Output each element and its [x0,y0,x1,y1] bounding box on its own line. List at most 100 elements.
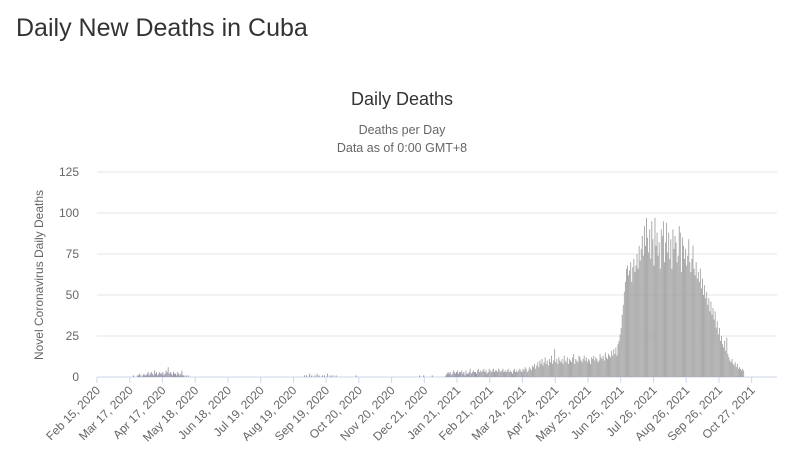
bar[interactable] [683,245,684,377]
bar[interactable] [595,357,597,377]
bar[interactable] [157,375,159,377]
bar[interactable] [717,334,719,377]
bar[interactable] [316,373,318,377]
bar[interactable] [611,350,613,377]
bar[interactable] [570,360,571,377]
bar[interactable] [703,295,704,377]
bar[interactable] [182,375,184,377]
bar[interactable] [574,363,576,377]
bar[interactable] [303,375,305,377]
bar[interactable] [564,360,566,377]
bar[interactable] [713,319,715,377]
bar[interactable] [161,373,163,377]
bar[interactable] [545,363,547,377]
bar[interactable] [528,367,530,377]
bar[interactable] [730,362,732,377]
bar[interactable] [510,372,512,377]
bar[interactable] [324,375,325,377]
bar[interactable] [594,360,596,377]
bar[interactable] [519,368,521,377]
bar[interactable] [309,373,311,377]
bar[interactable] [576,360,578,377]
bar[interactable] [563,355,565,377]
bar[interactable] [497,372,499,377]
bar[interactable] [149,373,151,377]
bar[interactable] [535,368,537,377]
bar[interactable] [729,360,731,377]
bar[interactable] [598,360,600,377]
bar[interactable] [671,268,673,377]
bar[interactable] [145,375,147,377]
bar[interactable] [183,375,185,377]
bar[interactable] [171,375,173,377]
bar[interactable] [423,375,425,377]
bar[interactable] [484,372,486,377]
bar[interactable] [589,360,590,377]
bar[interactable] [580,360,582,377]
bar[interactable] [585,357,587,377]
bar[interactable] [661,235,663,377]
bar[interactable] [654,217,656,377]
bar[interactable] [669,258,671,377]
bar[interactable] [505,372,507,377]
bar[interactable] [159,372,161,377]
bar[interactable] [502,368,504,377]
bar[interactable] [643,226,645,377]
bar[interactable] [690,272,692,377]
bar[interactable] [509,370,511,377]
bar[interactable] [475,372,476,377]
bar[interactable] [675,242,677,377]
bar[interactable] [551,355,552,377]
bar[interactable] [600,357,602,377]
bar[interactable] [619,334,621,377]
bar[interactable] [501,370,503,377]
bar[interactable] [614,354,616,377]
bar[interactable] [557,363,559,377]
bar[interactable] [694,275,696,377]
bar[interactable] [456,372,457,377]
bar[interactable] [543,362,545,377]
bar[interactable] [187,375,189,377]
bar[interactable] [516,370,518,377]
bar[interactable] [743,370,745,377]
bar[interactable] [541,358,543,377]
bar[interactable] [489,370,491,377]
bar[interactable] [716,321,718,377]
bar[interactable] [577,362,579,377]
bar[interactable] [494,372,495,377]
bar[interactable] [462,373,464,377]
bar[interactable] [612,355,614,377]
bar[interactable] [567,363,569,377]
bar[interactable] [553,360,555,377]
bar[interactable] [548,358,550,377]
bar[interactable] [655,245,657,377]
bar[interactable] [472,370,474,377]
bar[interactable] [608,354,609,377]
bar[interactable] [726,337,728,377]
bar[interactable] [731,358,733,377]
bar[interactable] [680,272,682,377]
bar[interactable] [704,285,706,377]
bar[interactable] [650,258,652,377]
bar[interactable] [544,357,546,377]
bar[interactable] [542,365,544,377]
bar[interactable] [162,372,164,377]
bar[interactable] [672,229,674,377]
bar[interactable] [517,372,519,377]
bar[interactable] [665,242,666,377]
bar[interactable] [617,344,619,377]
bar[interactable] [160,373,162,377]
bar[interactable] [522,368,524,377]
bar[interactable] [586,362,588,377]
bar[interactable] [311,375,313,377]
bar[interactable] [712,308,714,377]
bar[interactable] [164,373,166,377]
bar[interactable] [150,372,152,377]
bar[interactable] [647,237,649,377]
bar[interactable] [306,375,307,377]
bar[interactable] [521,372,523,377]
bar[interactable] [575,358,577,377]
bar[interactable] [657,255,659,377]
bar[interactable] [587,358,589,377]
bar[interactable] [163,375,165,377]
